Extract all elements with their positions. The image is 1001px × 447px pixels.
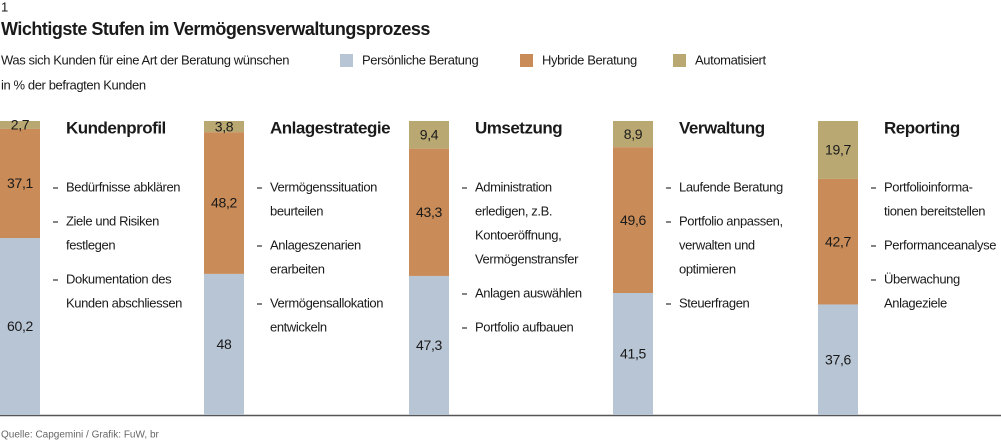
value-label: 60,2 (7, 318, 34, 334)
bullet-text: Anlageziele (884, 295, 947, 310)
bar-segment (613, 292, 653, 415)
value-label: 37,6 (825, 351, 852, 367)
legend-label: Hybride Beratung (542, 52, 637, 67)
category-label: Reporting (884, 118, 960, 137)
subtitle: Was sich Kunden für eine Art der Beratun… (1, 52, 289, 67)
value-label: 49,6 (620, 212, 647, 228)
category-label: Anlagestrategie (270, 118, 390, 137)
bar-segment (409, 148, 449, 276)
bullet-text: Portfolio aufbauen (475, 319, 573, 334)
bullet-text: entwickeln (270, 319, 327, 334)
bullet-text: Überwachung (884, 271, 960, 286)
unit-label: in % der befragten Kunden (1, 77, 146, 92)
value-label: 42,7 (825, 233, 852, 249)
bar-segment (0, 128, 40, 239)
bar-segment (818, 304, 858, 415)
bar-segment (0, 238, 40, 415)
bar-segment (204, 132, 244, 274)
bullet-text: Portfolio anpassen, (679, 213, 783, 228)
bullet-text: Anlageszenarien (270, 237, 361, 252)
value-label: 19,7 (825, 142, 852, 158)
bullet-text: Administration (475, 179, 552, 194)
value-label: 9,4 (420, 127, 439, 143)
value-label: 48 (217, 336, 232, 352)
bullet-text: optimieren (679, 261, 736, 276)
bar-segment (818, 121, 858, 179)
bar-segment (204, 121, 244, 133)
bullet-text: Vermögenstransfer (475, 251, 579, 266)
value-label: 2,7 (11, 117, 30, 133)
value-label: 43,3 (416, 204, 443, 220)
chart-title: Wichtigste Stufen im Vermögensverwaltung… (1, 19, 430, 39)
bullet-text: festlegen (66, 237, 115, 252)
value-label: 3,8 (215, 118, 234, 134)
value-label: 41,5 (620, 346, 647, 362)
bullet-text: Performanceanalyse (884, 237, 996, 252)
bullet-text: tionen bereitstellen (884, 203, 985, 218)
bar-segment (204, 273, 244, 415)
category-label: Kundenprofil (66, 118, 166, 137)
figure-number: 1 (1, 0, 8, 14)
value-label: 37,1 (7, 175, 34, 191)
bar-segment (613, 147, 653, 293)
legend-swatch (673, 54, 686, 67)
bullet-text: erledigen, z.B. (475, 203, 552, 218)
bullet-text: beurteilen (270, 203, 323, 218)
bullet-text: Portfolioinforma- (884, 179, 973, 194)
bullet-text: erarbeiten (270, 261, 325, 276)
legend-label: Persönliche Beratung (362, 52, 478, 67)
bar-segment (0, 121, 40, 129)
bullet-text: Vermögenssituation (270, 179, 377, 194)
bullet-text: Bedürfnisse abklären (66, 179, 180, 194)
bar-segment (409, 121, 449, 149)
bar-segment (409, 275, 449, 415)
bullet-text: Dokumentation des (66, 271, 172, 286)
legend-swatch (340, 54, 353, 67)
bullet-text: Kontoeröffnung, (475, 227, 561, 242)
category-label: Verwaltung (679, 118, 765, 137)
bullet-text: Kunden abschliessen (66, 295, 182, 310)
bullet-text: Vermögensallokation (270, 295, 383, 310)
bar-segment (818, 178, 858, 305)
value-label: 47,3 (416, 337, 443, 353)
value-label: 8,9 (624, 126, 643, 142)
bullet-text: verwalten und (679, 237, 755, 252)
bullet-text: Ziele und Risiken (66, 213, 159, 228)
category-label: Umsetzung (475, 118, 562, 137)
bullet-text: Anlagen auswählen (475, 285, 582, 300)
source: Quelle: Capgemini / Grafik: FuW, br (1, 430, 160, 441)
bar-segment (613, 121, 653, 148)
legend-label: Automatisiert (695, 52, 766, 67)
bullet-text: Laufende Beratung (679, 179, 783, 194)
bullet-text: Steuerfragen (679, 295, 750, 310)
value-label: 48,2 (211, 195, 238, 211)
legend-swatch (520, 54, 533, 67)
